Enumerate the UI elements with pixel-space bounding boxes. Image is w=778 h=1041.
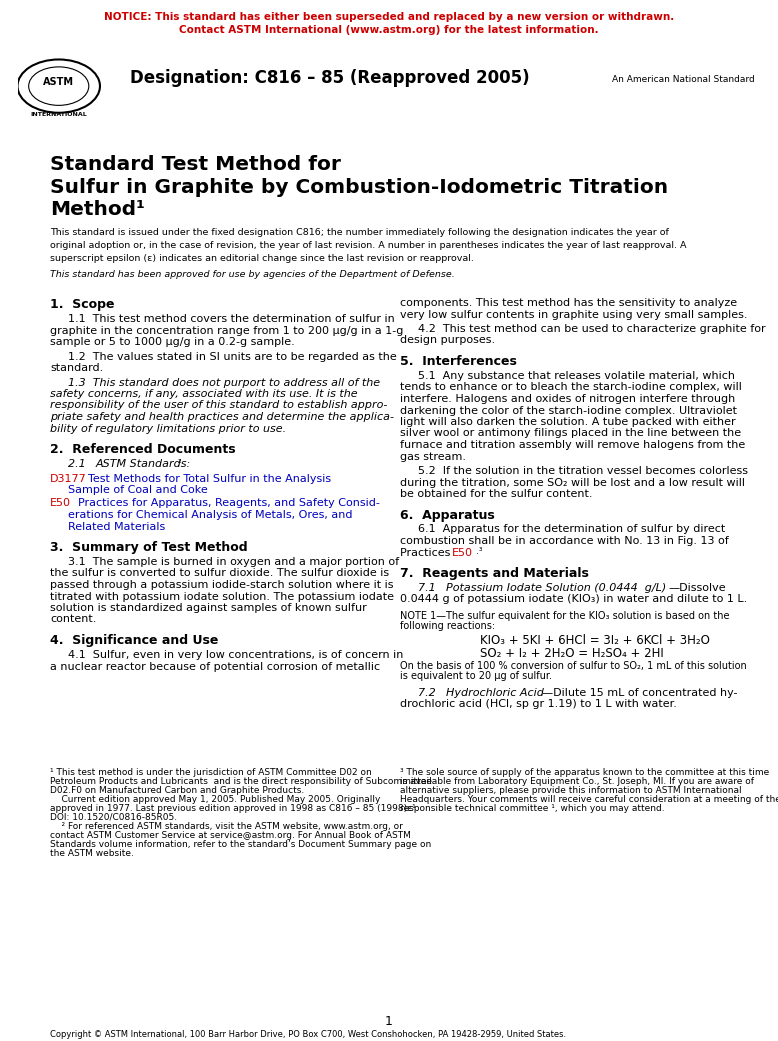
- Text: solution is standardized against samples of known sulfur: solution is standardized against samples…: [50, 603, 366, 613]
- Text: Sample of Coal and Coke: Sample of Coal and Coke: [68, 485, 208, 496]
- Text: 4.1  Sulfur, even in very low concentrations, is of concern in: 4.1 Sulfur, even in very low concentrati…: [68, 650, 403, 660]
- Text: 3.1  The sample is burned in oxygen and a major portion of: 3.1 The sample is burned in oxygen and a…: [68, 557, 399, 567]
- Text: D02.F0 on Manufactured Carbon and Graphite Products.: D02.F0 on Manufactured Carbon and Graphi…: [50, 786, 304, 795]
- Text: On the basis of 100 % conversion of sulfur to SO₂, 1 mL of this solution: On the basis of 100 % conversion of sulf…: [400, 661, 747, 671]
- Text: components. This test method has the sensitivity to analyze: components. This test method has the sen…: [400, 298, 737, 308]
- Text: 4.  Significance and Use: 4. Significance and Use: [50, 634, 219, 648]
- Text: standard.: standard.: [50, 363, 103, 373]
- Text: INTERNATIONAL: INTERNATIONAL: [30, 112, 87, 118]
- Text: bility of regulatory limitations prior to use.: bility of regulatory limitations prior t…: [50, 424, 286, 433]
- Text: 5.1  Any substance that releases volatile material, which: 5.1 Any substance that releases volatile…: [418, 371, 735, 381]
- Text: alternative suppliers, please provide this information to ASTM International: alternative suppliers, please provide th…: [400, 786, 741, 795]
- Text: during the titration, some SO₂ will be lost and a low result will: during the titration, some SO₂ will be l…: [400, 478, 745, 487]
- Text: 1.3  This standard does not purport to address all of the: 1.3 This standard does not purport to ad…: [68, 378, 380, 387]
- Text: is equivalent to 20 μg of sulfur.: is equivalent to 20 μg of sulfur.: [400, 671, 552, 681]
- Text: Potassium Iodate Solution (0.0444  g/L): Potassium Iodate Solution (0.0444 g/L): [446, 583, 666, 593]
- Text: design purposes.: design purposes.: [400, 335, 495, 346]
- Text: contact ASTM Customer Service at service@astm.org. For Annual Book of ASTM: contact ASTM Customer Service at service…: [50, 831, 411, 840]
- Text: ²: ²: [178, 459, 181, 468]
- Text: combustion shall be in accordance with No. 13 in Fig. 13 of: combustion shall be in accordance with N…: [400, 536, 729, 545]
- Text: furnace and titration assembly will remove halogens from the: furnace and titration assembly will remo…: [400, 440, 745, 450]
- Text: passed through a potassium iodide-starch solution where it is: passed through a potassium iodide-starch…: [50, 580, 394, 590]
- Text: 1.2  The values stated in SI units are to be regarded as the: 1.2 The values stated in SI units are to…: [68, 352, 397, 361]
- Text: responsible technical committee ¹, which you may attend.: responsible technical committee ¹, which…: [400, 804, 664, 813]
- Text: be obtained for the sulfur content.: be obtained for the sulfur content.: [400, 489, 593, 499]
- Text: Sulfur in Graphite by Combustion-Iodometric Titration: Sulfur in Graphite by Combustion-Iodomet…: [50, 178, 668, 197]
- Text: —Dilute 15 mL of concentrated hy-: —Dilute 15 mL of concentrated hy-: [542, 687, 738, 697]
- Text: safety concerns, if any, associated with its use. It is the: safety concerns, if any, associated with…: [50, 389, 358, 399]
- Text: graphite in the concentration range from 1 to 200 μg/g in a 1-g: graphite in the concentration range from…: [50, 326, 403, 335]
- Text: superscript epsilon (ε) indicates an editorial change since the last revision or: superscript epsilon (ε) indicates an edi…: [50, 254, 474, 263]
- Text: ³ The sole source of supply of the apparatus known to the committee at this time: ³ The sole source of supply of the appar…: [400, 768, 769, 777]
- Text: tends to enhance or to bleach the starch-iodine complex, will: tends to enhance or to bleach the starch…: [400, 382, 742, 392]
- Text: Petroleum Products and Lubricants  and is the direct responsibility of Subcommit: Petroleum Products and Lubricants and is…: [50, 777, 432, 786]
- Text: very low sulfur contents in graphite using very small samples.: very low sulfur contents in graphite usi…: [400, 309, 748, 320]
- Text: the ASTM website.: the ASTM website.: [50, 849, 134, 858]
- Text: darkening the color of the starch-iodine complex. Ultraviolet: darkening the color of the starch-iodine…: [400, 406, 737, 415]
- Text: .³: .³: [476, 548, 482, 557]
- Text: SO₂ + I₂ + 2H₂O = H₂SO₄ + 2HI: SO₂ + I₂ + 2H₂O = H₂SO₄ + 2HI: [480, 648, 664, 660]
- Text: 1: 1: [385, 1015, 393, 1029]
- Text: interfere. Halogens and oxides of nitrogen interfere through: interfere. Halogens and oxides of nitrog…: [400, 393, 735, 404]
- Text: is available from Laboratory Equipment Co., St. Joseph, MI. If you are aware of: is available from Laboratory Equipment C…: [400, 777, 754, 786]
- Text: Practices for Apparatus, Reagents, and Safety Consid-: Practices for Apparatus, Reagents, and S…: [78, 499, 380, 508]
- Text: erations for Chemical Analysis of Metals, Ores, and: erations for Chemical Analysis of Metals…: [68, 510, 352, 520]
- Text: content.: content.: [50, 614, 96, 625]
- Text: 6.  Apparatus: 6. Apparatus: [400, 508, 495, 522]
- Text: Practices: Practices: [400, 548, 454, 558]
- Text: 7.1: 7.1: [418, 583, 443, 593]
- Text: DOI: 10.1520/C0816-85R05.: DOI: 10.1520/C0816-85R05.: [50, 813, 177, 822]
- Text: a nuclear reactor because of potential corrosion of metallic: a nuclear reactor because of potential c…: [50, 661, 380, 671]
- Text: Hydrochloric Acid: Hydrochloric Acid: [446, 687, 544, 697]
- Text: —Dissolve: —Dissolve: [668, 583, 726, 593]
- Text: 2.  Referenced Documents: 2. Referenced Documents: [50, 443, 236, 456]
- Text: silver wool or antimony filings placed in the line between the: silver wool or antimony filings placed i…: [400, 429, 741, 438]
- Text: Copyright © ASTM International, 100 Barr Harbor Drive, PO Box C700, West Conshoh: Copyright © ASTM International, 100 Barr…: [50, 1030, 566, 1039]
- Text: approved in 1977. Last previous edition approved in 1998 as C816 – 85 (1998)ε¹.: approved in 1977. Last previous edition …: [50, 804, 419, 813]
- Text: 1.  Scope: 1. Scope: [50, 298, 114, 311]
- Text: light will also darken the solution. A tube packed with either: light will also darken the solution. A t…: [400, 417, 736, 427]
- Text: ¹ This test method is under the jurisdiction of ASTM Committee D02 on: ¹ This test method is under the jurisdic…: [50, 768, 372, 777]
- Text: An American National Standard: An American National Standard: [612, 75, 755, 84]
- Text: This standard has been approved for use by agencies of the Department of Defense: This standard has been approved for use …: [50, 270, 455, 279]
- Text: drochloric acid (HCl, sp gr 1.19) to 1 L with water.: drochloric acid (HCl, sp gr 1.19) to 1 L…: [400, 699, 677, 709]
- Text: 2.1: 2.1: [68, 459, 93, 469]
- Text: 7.  Reagents and Materials: 7. Reagents and Materials: [400, 567, 589, 580]
- Text: ² For referenced ASTM standards, visit the ASTM website, www.astm.org, or: ² For referenced ASTM standards, visit t…: [50, 822, 403, 831]
- Text: Standard Test Method for: Standard Test Method for: [50, 155, 341, 174]
- Text: 7.2: 7.2: [418, 687, 443, 697]
- Text: original adoption or, in the case of revision, the year of last revision. A numb: original adoption or, in the case of rev…: [50, 242, 686, 250]
- Text: Headquarters. Your comments will receive careful consideration at a meeting of t: Headquarters. Your comments will receive…: [400, 795, 778, 804]
- Text: This standard is issued under the fixed designation C816; the number immediately: This standard is issued under the fixed …: [50, 228, 669, 237]
- Text: 5.  Interferences: 5. Interferences: [400, 355, 517, 369]
- Text: ASTM Standards:: ASTM Standards:: [96, 459, 191, 469]
- Text: KIO₃ + 5KI + 6HCl = 3I₂ + 6KCl + 3H₂O: KIO₃ + 5KI + 6HCl = 3I₂ + 6KCl + 3H₂O: [480, 634, 710, 648]
- Text: following reactions:: following reactions:: [400, 621, 495, 631]
- Text: Method¹: Method¹: [50, 200, 145, 219]
- Text: 3.  Summary of Test Method: 3. Summary of Test Method: [50, 541, 247, 554]
- Text: E50: E50: [452, 548, 473, 558]
- Text: priate safety and health practices and determine the applica-: priate safety and health practices and d…: [50, 412, 394, 422]
- Text: Contact ASTM International (www.astm.org) for the latest information.: Contact ASTM International (www.astm.org…: [179, 25, 599, 35]
- Text: responsibility of the user of this standard to establish appro-: responsibility of the user of this stand…: [50, 401, 387, 410]
- Text: Test Methods for Total Sulfur in the Analysis: Test Methods for Total Sulfur in the Ana…: [88, 474, 331, 483]
- Text: NOTE 1—The sulfur equivalent for the KIO₃ solution is based on the: NOTE 1—The sulfur equivalent for the KIO…: [400, 611, 730, 621]
- Text: 4.2  This test method can be used to characterize graphite for: 4.2 This test method can be used to char…: [418, 324, 766, 334]
- Text: 6.1  Apparatus for the determination of sulfur by direct: 6.1 Apparatus for the determination of s…: [418, 525, 725, 534]
- Text: 0.0444 g of potassium iodate (KIO₃) in water and dilute to 1 L.: 0.0444 g of potassium iodate (KIO₃) in w…: [400, 594, 747, 605]
- Text: D3177: D3177: [50, 474, 87, 483]
- Text: Current edition approved May 1, 2005. Published May 2005. Originally: Current edition approved May 1, 2005. Pu…: [50, 795, 380, 804]
- Text: Designation: C816 – 85 (Reapproved 2005): Designation: C816 – 85 (Reapproved 2005): [130, 69, 530, 87]
- Text: the sulfur is converted to sulfur dioxide. The sulfur dioxide is: the sulfur is converted to sulfur dioxid…: [50, 568, 389, 579]
- Text: Related Materials: Related Materials: [68, 522, 165, 532]
- Text: 1.1  This test method covers the determination of sulfur in: 1.1 This test method covers the determin…: [68, 314, 394, 324]
- Text: 5.2  If the solution in the titration vessel becomes colorless: 5.2 If the solution in the titration ves…: [418, 466, 748, 476]
- Text: sample or 5 to 1000 μg/g in a 0.2-g sample.: sample or 5 to 1000 μg/g in a 0.2-g samp…: [50, 337, 295, 347]
- Text: NOTICE: This standard has either been superseded and replaced by a new version o: NOTICE: This standard has either been su…: [104, 12, 674, 22]
- Text: ASTM: ASTM: [44, 77, 74, 86]
- Text: E50: E50: [50, 499, 71, 508]
- Text: Standards volume information, refer to the standard’s Document Summary page on: Standards volume information, refer to t…: [50, 840, 431, 849]
- Text: gas stream.: gas stream.: [400, 452, 466, 461]
- Text: titrated with potassium iodate solution. The potassium iodate: titrated with potassium iodate solution.…: [50, 591, 394, 602]
